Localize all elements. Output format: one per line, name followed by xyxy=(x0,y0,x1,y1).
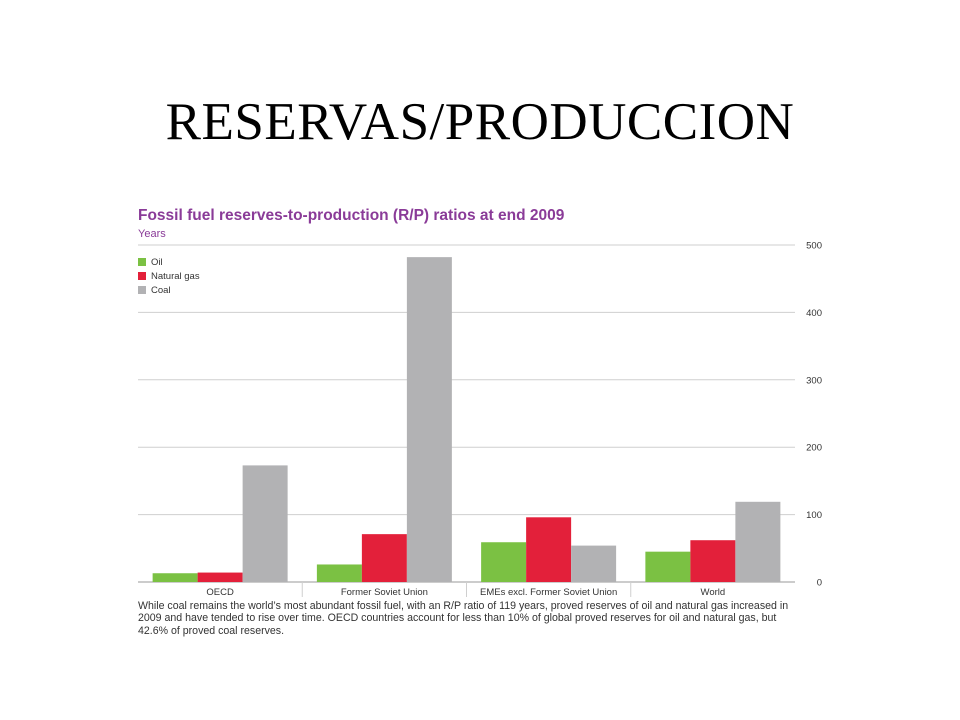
bar-natural-gas-2 xyxy=(526,517,572,582)
legend-swatch-coal xyxy=(138,286,146,294)
slide-title: RESERVAS/PRODUCCION xyxy=(165,93,795,151)
y-tick-label-400: 400 xyxy=(806,308,822,319)
bar-oil-1 xyxy=(316,564,362,582)
y-tick-label-300: 300 xyxy=(806,375,822,386)
y-tick-label-0: 0 xyxy=(817,578,822,589)
legend-item-oil: Oil xyxy=(138,255,200,269)
legend-label-natural-gas: Natural gas xyxy=(151,270,200,282)
chart-title: Fossil fuel reserves-to-production (R/P)… xyxy=(138,207,565,224)
y-tick-label-500: 500 xyxy=(806,241,822,252)
bar-coal-3 xyxy=(735,501,781,582)
legend-item-coal: Coal xyxy=(138,283,200,297)
legend-label-coal: Coal xyxy=(151,284,171,296)
bar-coal-0 xyxy=(242,465,288,582)
chart-legend: Oil Natural gas Coal xyxy=(138,255,200,297)
chart-caption: While coal remains the world’s most abun… xyxy=(138,600,789,637)
bar-natural-gas-1 xyxy=(361,534,407,582)
legend-label-oil: Oil xyxy=(151,256,163,268)
x-tick-label-1: Former Soviet Union xyxy=(341,587,428,598)
x-tick-label-2: EMEs excl. Former Soviet Union xyxy=(480,587,617,598)
bar-coal-2 xyxy=(571,545,617,582)
legend-swatch-oil xyxy=(138,258,146,266)
y-tick-label-100: 100 xyxy=(806,510,822,521)
bar-oil-0 xyxy=(152,573,198,582)
x-tick-label-3: World xyxy=(701,587,726,598)
x-tick-label-0: OECD xyxy=(206,587,234,598)
bar-natural-gas-3 xyxy=(690,540,736,582)
chart-subtitle: Years xyxy=(138,228,166,240)
bar-coal-1 xyxy=(406,257,452,582)
y-tick-label-200: 200 xyxy=(806,443,822,454)
legend-item-natural-gas: Natural gas xyxy=(138,269,200,283)
bar-oil-3 xyxy=(645,551,691,582)
bar-oil-2 xyxy=(481,542,527,582)
legend-swatch-natural-gas xyxy=(138,272,146,280)
bar-natural-gas-0 xyxy=(197,572,243,582)
